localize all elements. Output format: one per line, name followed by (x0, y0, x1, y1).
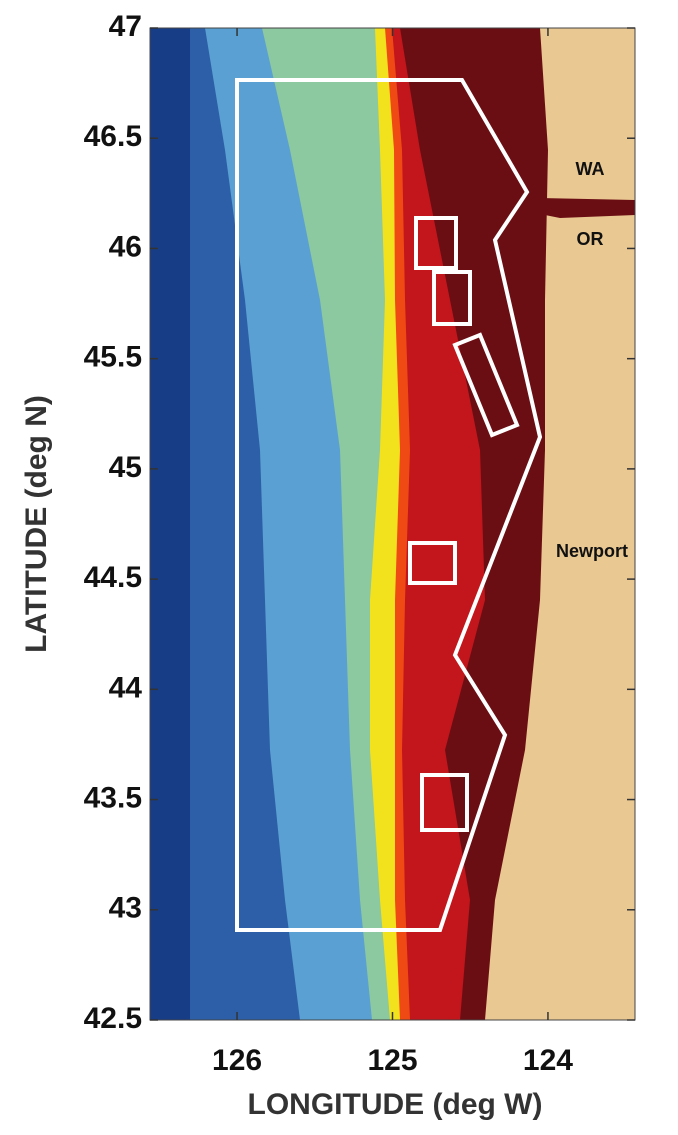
y-tick-label: 45 (109, 451, 142, 484)
place-label: Newport (556, 541, 628, 561)
x-axis-label: LONGITUDE (deg W) (248, 1088, 543, 1121)
x-tick-label: 126 (212, 1044, 262, 1077)
sample-box (452, 332, 520, 438)
y-tick-label: 46.5 (84, 120, 142, 153)
y-tick-label: 45.5 (84, 341, 142, 374)
sample-box (432, 270, 472, 326)
y-tick-label: 47 (109, 10, 142, 43)
x-tick-label: 124 (523, 1044, 573, 1077)
y-tick-label: 42.5 (84, 1002, 142, 1035)
place-label: WA (576, 159, 605, 179)
study-region (235, 78, 543, 932)
y-tick-label: 44 (109, 671, 143, 704)
sample-box (420, 773, 469, 832)
sample-box (414, 216, 458, 270)
wa-or-river (540, 198, 635, 218)
sample-box (408, 541, 457, 585)
map-image (150, 28, 635, 1020)
y-tick-label: 44.5 (84, 561, 142, 594)
y-tick-label: 43 (109, 892, 142, 925)
y-axis-label: LATITUDE (deg N) (20, 395, 53, 653)
y-tick-label: 46 (109, 230, 142, 263)
y-tick-label: 43.5 (84, 781, 142, 814)
dark-blue-zone (150, 28, 190, 1020)
place-label: OR (577, 229, 604, 249)
x-tick-label: 125 (367, 1044, 417, 1077)
